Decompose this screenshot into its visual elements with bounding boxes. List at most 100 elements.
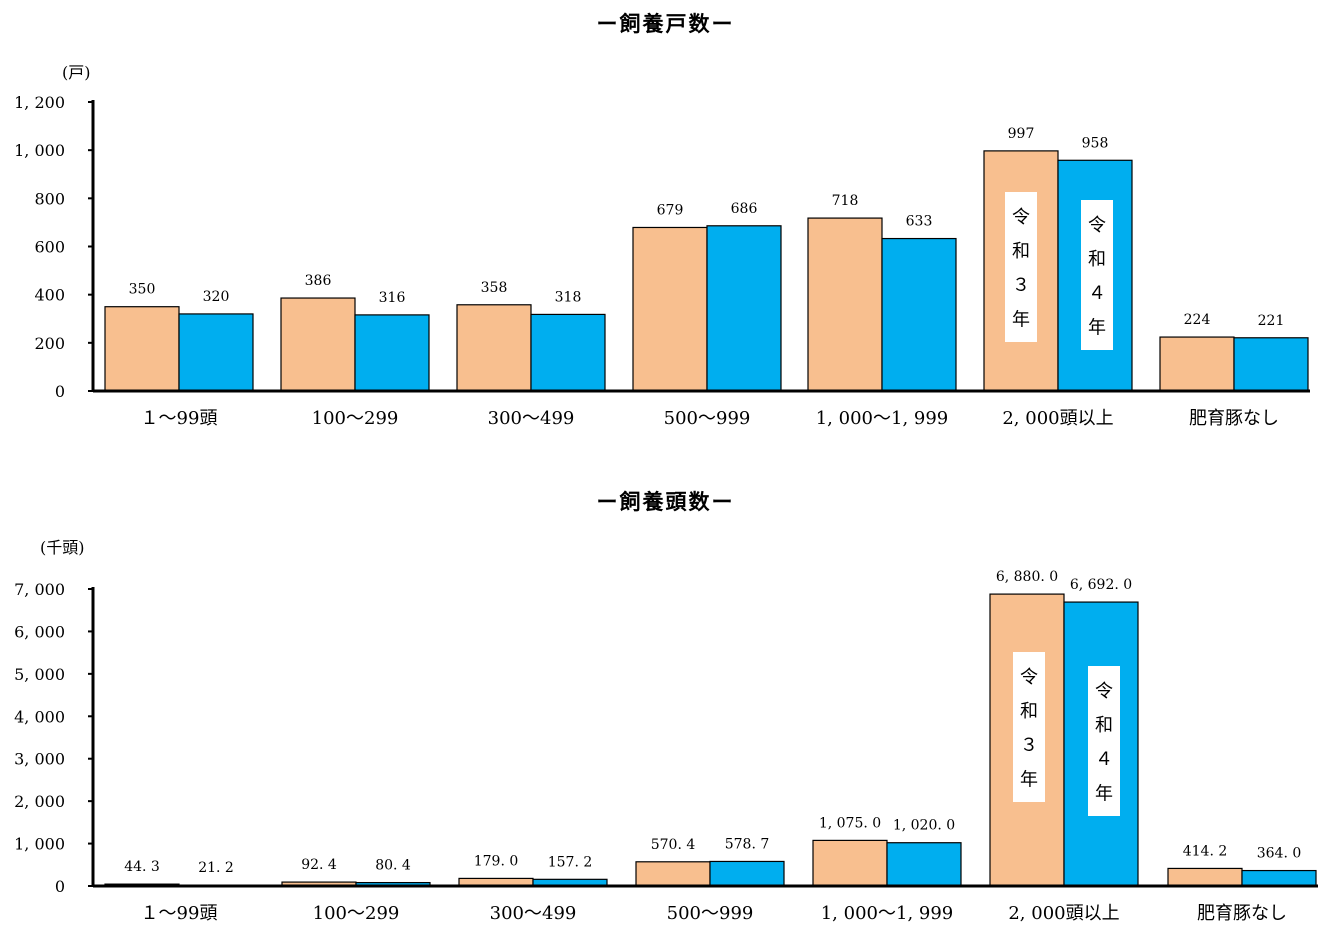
category-label: 300～499 [490, 903, 577, 924]
data-label: 179. 0 [474, 853, 519, 869]
series-label-char: 令 [1088, 215, 1106, 236]
bar-r3 [1159, 336, 1235, 392]
y-axis-unit: (戸) [62, 63, 91, 82]
data-label: 358 [481, 280, 508, 296]
data-label: 318 [555, 289, 582, 305]
category-label: 2, 000頭以上 [1008, 903, 1119, 924]
category-label: 300～499 [488, 408, 575, 429]
bar-r3 [807, 217, 883, 392]
y-tick-label: 4, 000 [14, 707, 65, 726]
series-label-char: ３ [1012, 275, 1030, 296]
series-label-char: 令 [1012, 207, 1030, 228]
bar-r3 [104, 306, 180, 392]
bar-r4 [706, 225, 782, 392]
y-axis-unit: (千頭) [40, 538, 85, 557]
category-label: 肥育豚なし [1197, 903, 1287, 924]
category-label: 500～999 [664, 408, 751, 429]
data-label: 718 [832, 193, 859, 209]
bar-r4 [1241, 869, 1317, 887]
series-label-char: 年 [1088, 317, 1106, 338]
y-tick-label: 3, 000 [14, 750, 65, 769]
data-label: 157. 2 [548, 854, 593, 870]
bar-r3 [1167, 867, 1243, 887]
data-label: 997 [1008, 126, 1035, 142]
bar-r3 [280, 297, 356, 392]
series-label-char: ４ [1088, 283, 1106, 304]
bar-r3 [635, 861, 711, 887]
category-label: 肥育豚なし [1189, 408, 1279, 429]
y-tick-label: 0 [55, 382, 65, 401]
series-label-char: 和 [1095, 715, 1113, 736]
series-label-char: ３ [1020, 735, 1038, 756]
y-tick-label: 800 [34, 189, 65, 208]
bar-r4 [886, 842, 962, 887]
data-label: 92. 4 [301, 857, 337, 873]
data-label: 578. 7 [725, 836, 770, 852]
series-label-box [1013, 652, 1045, 802]
bar-r4 [1233, 337, 1309, 392]
data-label: 679 [657, 202, 684, 218]
series-label-char: 令 [1020, 667, 1038, 688]
data-label: 958 [1082, 135, 1109, 151]
series-label-char: ４ [1095, 749, 1113, 770]
data-label: 570. 4 [651, 837, 696, 853]
bar-r4 [709, 860, 785, 887]
chart-title-head-count: ー飼養頭数ー [596, 490, 735, 514]
category-label: 100～299 [312, 408, 399, 429]
data-label: 6, 692. 0 [1070, 577, 1132, 593]
data-label: 350 [129, 282, 156, 298]
data-label: 1, 020. 0 [893, 818, 955, 834]
category-label: 1, 000～1, 999 [821, 903, 954, 924]
data-label: 221 [1258, 313, 1285, 329]
series-label-box [1088, 666, 1120, 816]
series-label-char: 年 [1095, 783, 1113, 804]
chart-title-households: ー飼養戸数ー [596, 12, 735, 36]
y-tick-label: 400 [34, 286, 65, 305]
y-tick-label: 1, 000 [14, 835, 65, 854]
series-label-char: 年 [1012, 309, 1030, 330]
data-label: 414. 2 [1183, 843, 1228, 859]
bar-r3 [632, 226, 708, 392]
category-label: １～99頭 [141, 408, 218, 429]
data-label: 1, 075. 0 [819, 815, 881, 831]
bar-r4 [178, 313, 254, 392]
data-label: 6, 880. 0 [996, 569, 1058, 585]
y-tick-label: 600 [34, 238, 65, 257]
series-label-box [1081, 200, 1113, 350]
bar-r3 [456, 304, 532, 392]
y-tick-label: 6, 000 [14, 622, 65, 641]
category-label: １～99頭 [141, 903, 218, 924]
y-tick-label: 5, 000 [14, 665, 65, 684]
data-label: 364. 0 [1257, 846, 1302, 862]
series-label-char: 年 [1020, 769, 1038, 790]
y-tick-label: 2, 000 [14, 792, 65, 811]
bar-r4 [354, 314, 430, 392]
y-tick-label: 7, 000 [14, 580, 65, 599]
category-label: 500～999 [667, 903, 754, 924]
data-label: 80. 4 [375, 858, 411, 874]
y-tick-label: 0 [55, 877, 65, 896]
y-tick-label: 1, 000 [14, 141, 65, 160]
y-tick-label: 1, 200 [14, 93, 65, 112]
data-label: 320 [203, 289, 230, 305]
bar-r4 [530, 313, 606, 392]
category-label: 100～299 [313, 903, 400, 924]
category-label: 2, 000頭以上 [1002, 408, 1113, 429]
data-label: 316 [379, 290, 406, 306]
category-label: 1, 000～1, 999 [816, 408, 949, 429]
series-label-char: 和 [1012, 241, 1030, 262]
data-label: 21. 2 [198, 860, 234, 876]
bar-r4 [881, 237, 957, 392]
data-label: 224 [1184, 312, 1211, 328]
data-label: 686 [731, 201, 758, 217]
data-label: 633 [906, 214, 933, 230]
y-tick-label: 200 [34, 334, 65, 353]
bar-r3 [812, 839, 888, 887]
data-label: 386 [305, 273, 332, 289]
data-label: 44. 3 [124, 859, 160, 875]
series-label-box [1005, 192, 1037, 342]
series-label-char: 和 [1088, 249, 1106, 270]
series-label-char: 和 [1020, 701, 1038, 722]
series-label-char: 令 [1095, 681, 1113, 702]
